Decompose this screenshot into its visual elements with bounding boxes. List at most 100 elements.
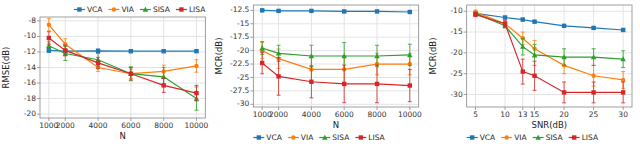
data-point [520, 44, 526, 49]
error-bar [521, 59, 525, 84]
legend-label: VIA [301, 133, 314, 142]
data-point [521, 69, 525, 73]
tick-label: 6000 [335, 110, 354, 119]
error-bar [562, 49, 566, 66]
error-bar [129, 68, 133, 80]
legend-marker [257, 135, 261, 139]
data-point [276, 74, 280, 78]
plot-frame [467, 5, 632, 107]
tick-label: -15 [237, 19, 249, 28]
legend-item: VIA [288, 133, 314, 142]
series [260, 52, 412, 102]
error-bar [63, 45, 67, 56]
legend-item: SISA [533, 133, 564, 142]
legend-label: VIA [514, 133, 527, 142]
legend-label: VCA [480, 133, 496, 142]
error-bar [408, 44, 412, 65]
tick-label: -30 [450, 90, 462, 99]
legend-marker [322, 135, 328, 140]
tick-label: 20 [559, 110, 569, 119]
grid [40, 17, 205, 118]
series-line [49, 50, 197, 52]
plot-frame [253, 5, 418, 107]
tick [37, 20, 40, 21]
tick [250, 10, 253, 11]
tick-label: -20 [450, 48, 462, 57]
tick [464, 11, 467, 12]
tick-label: 10 [500, 110, 510, 119]
legend-marker [77, 7, 81, 11]
error-bar [592, 82, 596, 103]
data-point [532, 74, 536, 78]
tick-label: 8000 [367, 110, 386, 119]
error-bar [260, 52, 264, 73]
data-point [621, 78, 625, 82]
legend-label: VCA [266, 133, 282, 142]
legend-label: SISA [153, 5, 171, 14]
data-point [621, 90, 625, 94]
data-point [503, 15, 507, 19]
legend-marker [535, 135, 541, 140]
error-bar [474, 12, 478, 16]
tick-label: -12.5 [230, 5, 250, 14]
error-bar [277, 58, 281, 96]
data-point [532, 52, 538, 57]
series-line [49, 25, 197, 74]
tick-label: -25 [450, 69, 462, 78]
tick-label: 25 [589, 110, 599, 119]
data-point [276, 51, 282, 56]
data-point [591, 54, 597, 59]
tick [250, 37, 253, 38]
legend-marker [504, 135, 508, 139]
data-point [591, 26, 595, 30]
legend-marker [572, 135, 576, 139]
tick-label: -17.5 [230, 32, 250, 41]
tick-label: -10 [450, 6, 462, 15]
axis-label: N [119, 131, 125, 141]
data-point [129, 72, 133, 76]
legend: VCA VIA SISA LISA [467, 133, 599, 142]
tick-label: -22.5 [230, 59, 250, 68]
series-line [476, 15, 624, 93]
tick-label: 4000 [89, 121, 108, 130]
data-point [128, 71, 134, 76]
legend-marker [179, 7, 183, 11]
data-point [309, 53, 315, 58]
tick-label: -20 [24, 109, 36, 118]
tick-label: 4000 [302, 110, 321, 119]
tick-label: 8000 [154, 121, 173, 130]
panel: -30-27.5-25-22.5-20-17.5-15-12.510002000… [214, 5, 422, 142]
plot-area [473, 10, 626, 103]
tick [250, 90, 253, 91]
data-point [591, 74, 595, 78]
legend-label: LISA [582, 133, 599, 142]
data-point [96, 61, 100, 65]
tick-label: 2000 [56, 121, 75, 130]
legend-item: VIA [501, 133, 527, 142]
data-point [276, 9, 280, 13]
tick-label: -12 [24, 47, 36, 56]
data-point [473, 12, 477, 16]
grid [467, 5, 632, 107]
legend-marker [359, 135, 363, 139]
data-point [309, 9, 313, 13]
tick-label: -27.5 [230, 86, 250, 95]
data-point [408, 83, 412, 87]
error-bar [503, 16, 507, 18]
tick-label: -30 [237, 99, 249, 108]
data-point [63, 48, 67, 52]
tick-label: 10000 [185, 121, 209, 130]
series [260, 8, 412, 14]
data-point [260, 8, 264, 12]
tick [250, 64, 253, 65]
legend: VCAVIASISALISA [74, 5, 206, 14]
data-point [591, 90, 595, 94]
plot-area [259, 8, 412, 103]
data-point [503, 22, 507, 26]
axis-label: MCR(dB) [214, 37, 224, 74]
series-line [262, 63, 410, 86]
legend-label: LISA [368, 133, 385, 142]
tick-label: -10 [24, 31, 36, 40]
data-point [521, 17, 525, 21]
tick-label: 10000 [398, 110, 422, 119]
